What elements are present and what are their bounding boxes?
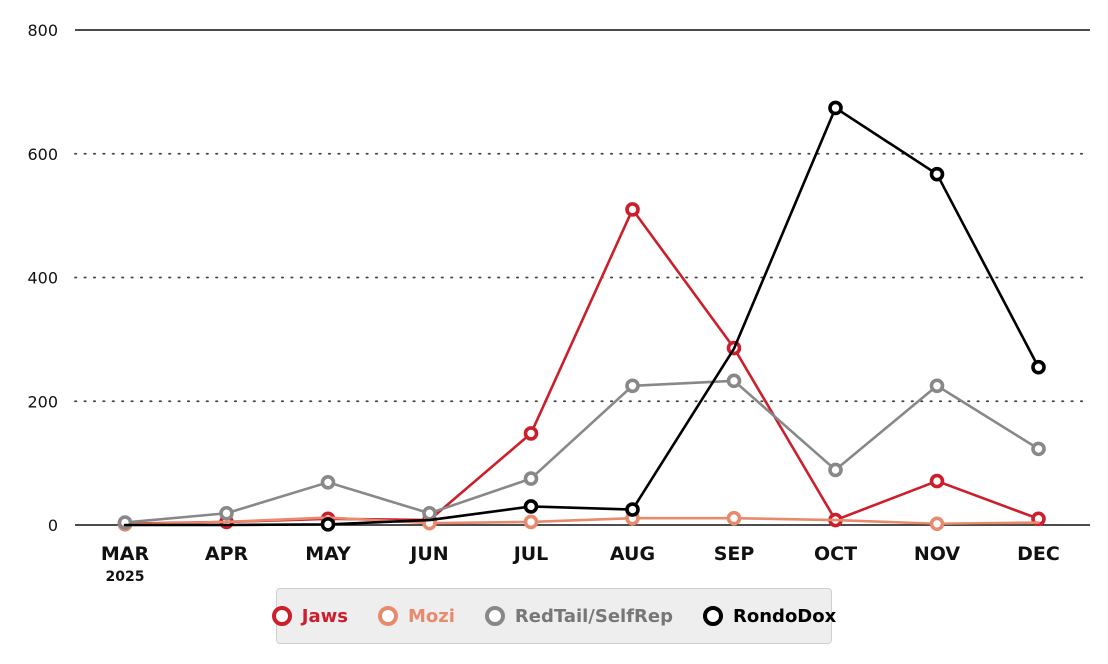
y-tick-label: 0 xyxy=(48,516,58,535)
y-tick-label: 400 xyxy=(27,269,58,288)
data-point[interactable] xyxy=(1031,359,1046,375)
data-point[interactable] xyxy=(929,516,945,532)
legend-label: Jaws xyxy=(301,605,348,627)
series-line xyxy=(123,379,1040,524)
legend-marker-icon xyxy=(703,606,724,626)
data-point[interactable] xyxy=(523,499,539,514)
data-point[interactable] xyxy=(523,426,539,441)
grid-lines xyxy=(74,29,1091,526)
data-point[interactable] xyxy=(523,514,539,530)
x-tick-label: MAY xyxy=(305,543,351,565)
x-tick-label: NOV xyxy=(914,543,961,565)
series-redtail-selfrep xyxy=(117,373,1046,530)
data-point[interactable] xyxy=(625,378,640,394)
x-tick-sublabel: 2025 xyxy=(106,569,145,585)
legend-item-rondodox[interactable]: RondoDox xyxy=(703,606,836,627)
x-tick-label: AUG xyxy=(610,543,655,565)
data-point[interactable] xyxy=(320,517,336,532)
legend-label: RondoDox xyxy=(733,605,837,627)
x-tick-label: APR xyxy=(205,543,249,565)
y-tick-label: 600 xyxy=(27,145,58,164)
data-point[interactable] xyxy=(320,475,336,490)
series-line xyxy=(123,208,1040,526)
series-rondodox xyxy=(123,100,1046,532)
series-line xyxy=(123,106,1040,527)
data-point[interactable] xyxy=(1031,441,1046,457)
legend-label: Mozi xyxy=(407,605,455,627)
legend-marker-icon xyxy=(484,606,505,626)
data-point[interactable] xyxy=(117,515,133,530)
legend-label: RedTail/SelfRep xyxy=(514,605,674,627)
x-tick-label: JUL xyxy=(512,543,549,565)
legend-item-redtail-selfrep[interactable]: RedTail/SelfRep xyxy=(484,605,674,627)
data-point[interactable] xyxy=(523,471,539,486)
x-tick-label: SEP xyxy=(714,543,755,565)
legend-marker-icon xyxy=(271,606,292,626)
data-point[interactable] xyxy=(625,202,640,217)
data-point[interactable] xyxy=(929,473,945,489)
data-point[interactable] xyxy=(422,505,437,521)
x-tick-label: OCT xyxy=(814,543,857,565)
legend-marker-icon xyxy=(377,606,398,626)
x-tick-label: JUN xyxy=(408,543,448,565)
data-point[interactable] xyxy=(828,462,843,478)
data-point[interactable] xyxy=(929,378,945,394)
data-point[interactable] xyxy=(828,100,843,116)
data-point[interactable] xyxy=(219,505,234,521)
y-tick-label: 800 xyxy=(27,21,58,40)
legend-item-jaws[interactable]: Jaws xyxy=(271,605,348,627)
data-point[interactable] xyxy=(726,510,742,526)
x-axis-ticks: MAR 2025 APR MAY JUN JUL AUG SEP OCT NOV DEC xyxy=(101,543,1060,585)
series-jaws xyxy=(117,202,1046,532)
data-point[interactable] xyxy=(929,166,945,182)
chart-legend: Jaws Mozi RedTail/SelfRep RondoDox xyxy=(271,588,836,644)
x-tick-label: DEC xyxy=(1017,543,1060,565)
y-tick-label: 200 xyxy=(27,392,58,411)
x-tick-label: MAR xyxy=(101,543,150,565)
data-point[interactable] xyxy=(625,502,640,517)
data-point[interactable] xyxy=(726,373,742,389)
series-line xyxy=(123,516,1040,526)
legend-item-mozi[interactable]: Mozi xyxy=(377,605,455,627)
series-lines xyxy=(117,100,1046,532)
series-mozi xyxy=(117,510,1040,532)
y-axis-ticks: 0 200 400 600 800 xyxy=(27,21,58,535)
